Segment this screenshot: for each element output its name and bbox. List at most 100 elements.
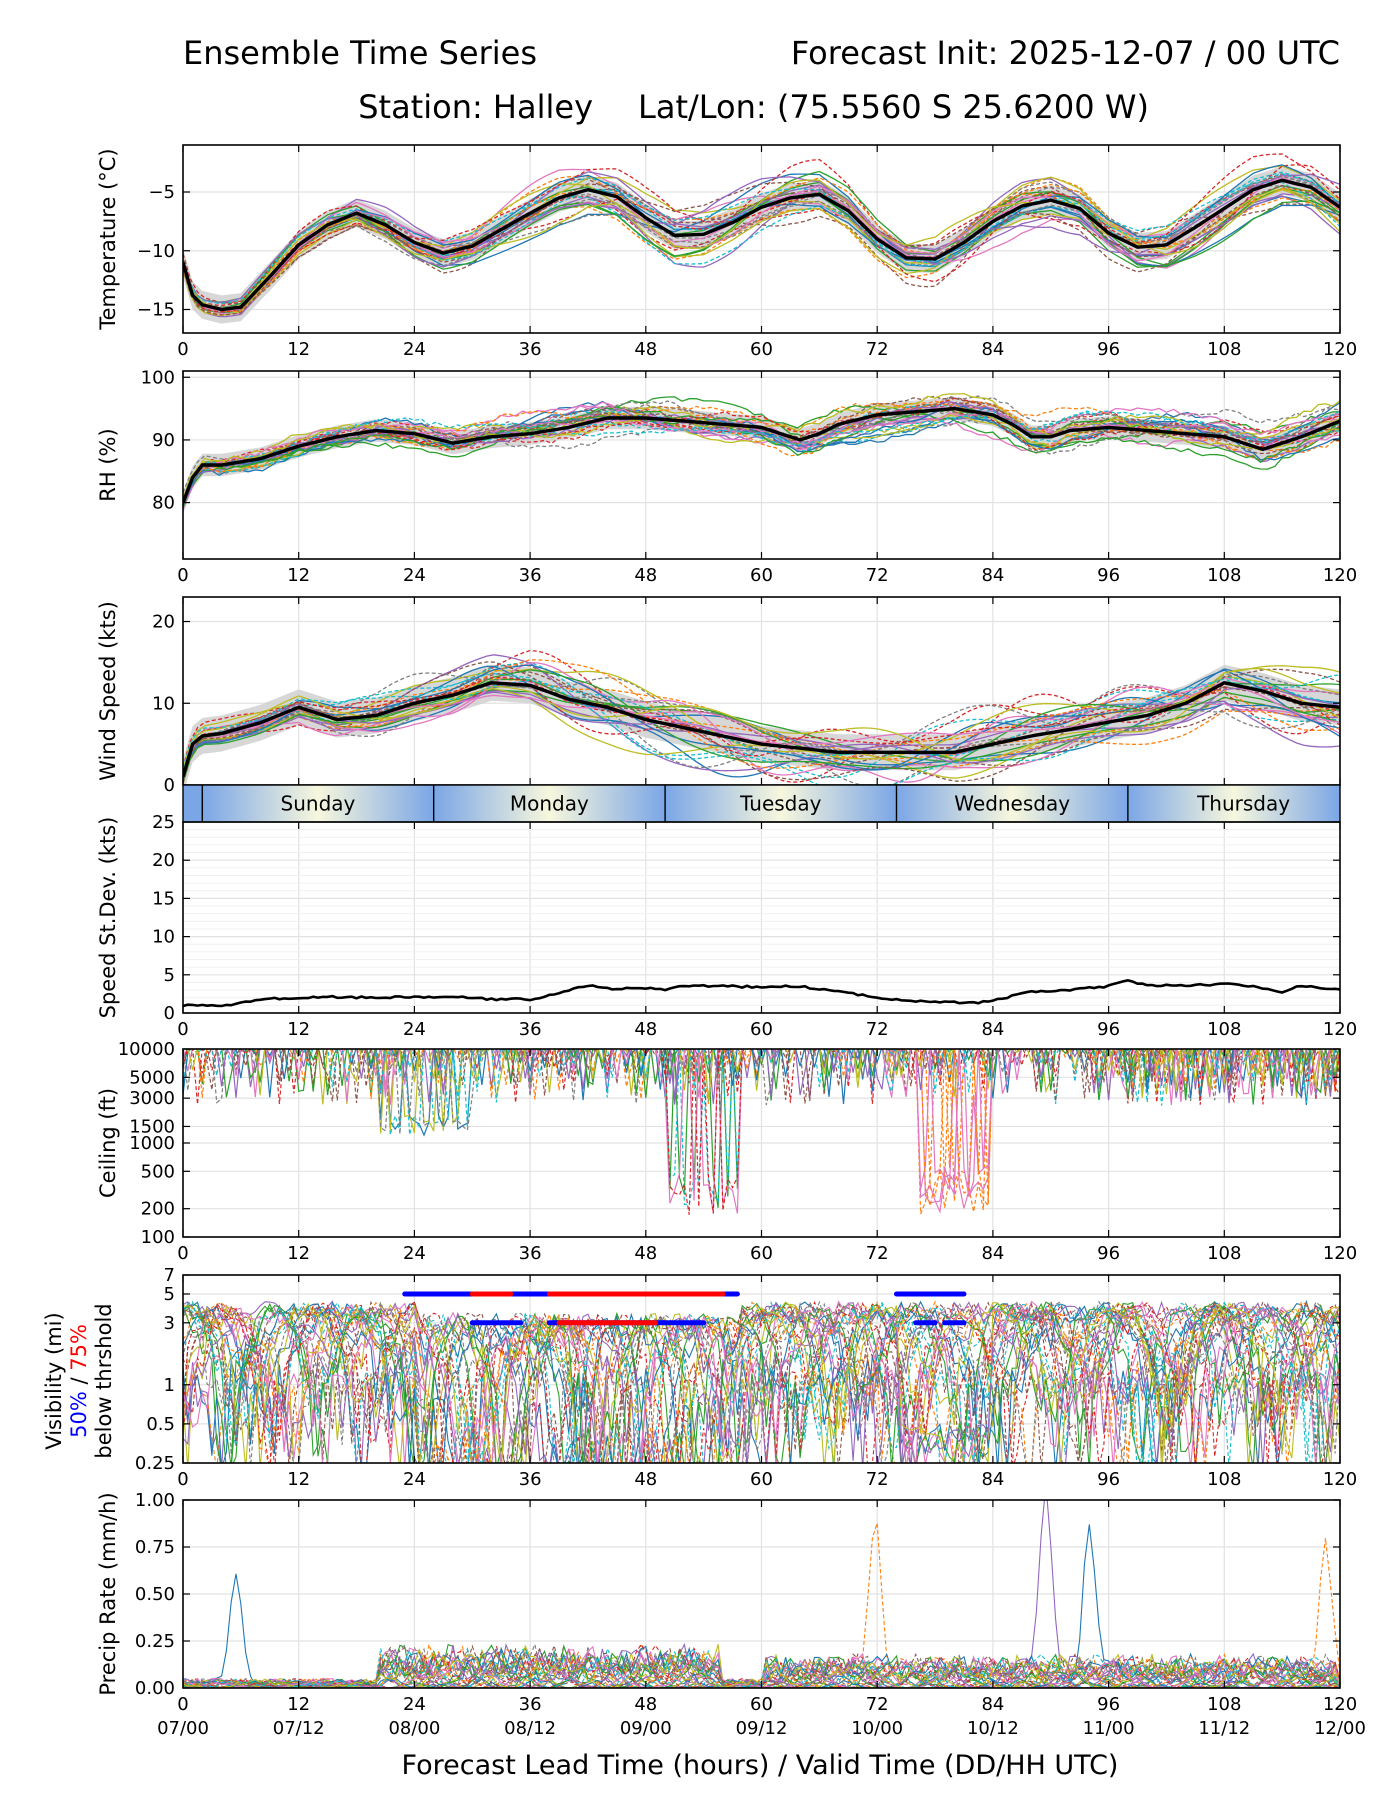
- ceiling-member-21: [279, 1049, 1307, 1101]
- ceiling-member-23: [294, 1049, 1340, 1099]
- visibility-member-23: [183, 1302, 1340, 1463]
- ceiling-xtick: 108: [1207, 1243, 1241, 1264]
- ceiling-member-30: [226, 1049, 1336, 1103]
- visibility-ytick: 5: [164, 1284, 175, 1305]
- precip-ytick: 1.00: [135, 1490, 175, 1511]
- precip-rate-panel: 0 12 24 36 48 60 72 84 96 108 120 0.00 0.25 0.50 0.75 1…: [96, 1490, 1366, 1739]
- visibility-xtick: 48: [634, 1469, 657, 1490]
- rh-xtick: 60: [750, 565, 773, 586]
- vis-pct50-label: 50%: [67, 1391, 91, 1438]
- wind-member-11: [183, 665, 1340, 781]
- speed_stdev-xtick: 60: [750, 1019, 773, 1040]
- temperature-ytick: −10: [137, 241, 175, 262]
- visibility-xtick: 0: [177, 1469, 188, 1490]
- speed_stdev-xtick: 108: [1207, 1019, 1241, 1040]
- rh-member-25: [183, 401, 1340, 504]
- temperature-ylabel: Temperature (°C): [96, 148, 120, 330]
- temperature-xtick: 12: [287, 339, 310, 360]
- valid-time-label: 11/00: [1083, 1718, 1135, 1739]
- title-right: Forecast Init: 2025-12-07 / 00 UTC: [791, 34, 1340, 72]
- day-segment-tuesday: [665, 785, 897, 822]
- visibility-member-7: [183, 1300, 1340, 1463]
- visibility-member-19: [183, 1301, 1340, 1463]
- temperature-member-6: [183, 178, 1340, 305]
- speed-stdev-panel: 0 12 24 36 48 60 72 84 96 108 120 0 5 10 15 20 25 Speed S…: [96, 812, 1357, 1040]
- day-segment-thursday: [1127, 785, 1340, 822]
- precip-ytick: 0.75: [135, 1537, 175, 1558]
- rh-member-4: [183, 403, 1340, 503]
- precip-xtick: 0: [177, 1694, 188, 1715]
- visibility-member-24: [183, 1300, 1340, 1463]
- ceiling-xtick: 36: [519, 1243, 542, 1264]
- station-latlon: Lat/Lon: (75.5560 S 25.6200 W): [638, 88, 1149, 126]
- speed_stdev-xtick: 0: [177, 1019, 188, 1040]
- temperature-xtick: 120: [1323, 339, 1357, 360]
- temperature-ensemble-mean: [183, 178, 1340, 312]
- visibility-member-25: [183, 1301, 1340, 1463]
- ceiling-xtick: 84: [981, 1243, 1004, 1264]
- ceiling-xtick: 12: [287, 1243, 310, 1264]
- ceiling-ytick: 200: [141, 1199, 175, 1220]
- day-segment-monday: [433, 785, 666, 822]
- speed_stdev-xtick: 36: [519, 1019, 542, 1040]
- temperature-xtick: 36: [519, 339, 542, 360]
- precip-ylabel: Precip Rate (mm/h): [96, 1492, 120, 1695]
- wind-member-14: [183, 683, 1340, 768]
- vis-ylabel-line1: Visibility (mi): [42, 1312, 66, 1449]
- rh-xtick: 0: [177, 565, 188, 586]
- speed_stdev-xtick: 12: [287, 1019, 310, 1040]
- temperature-panel: 0 12 24 36 48 60 72 84 96 108 120 −15 −10 −5 Temperatu…: [96, 144, 1357, 360]
- visibility-ytick: 0.5: [146, 1414, 175, 1435]
- visibility-member-9: [183, 1303, 1340, 1463]
- rh-ylabel: RH (%): [96, 428, 120, 501]
- ceiling-ytick: 10000: [118, 1039, 175, 1060]
- day-of-week-bar: Sunday Monday Tuesday Wednesday Thursday: [182, 784, 1341, 823]
- visibility-xtick: 72: [866, 1469, 889, 1490]
- visibility-xtick: 84: [981, 1469, 1004, 1490]
- wind-ylabel: Wind Speed (kts): [96, 601, 120, 781]
- valid-time-label: 09/00: [620, 1718, 672, 1739]
- visibility-member-21: [183, 1300, 1340, 1463]
- speed_stdev-xtick: 96: [1097, 1019, 1120, 1040]
- visibility-member-12: [183, 1304, 1340, 1463]
- temperature-member-13: [183, 181, 1340, 309]
- wind-ensemble-mean: [183, 681, 1340, 778]
- precip-ytick: 0.25: [135, 1631, 175, 1652]
- visibility-ytick: 1: [164, 1375, 175, 1396]
- day-label-monday: Monday: [510, 792, 589, 816]
- speed_stdev-xtick: 48: [634, 1019, 657, 1040]
- temperature-member-30: [183, 173, 1340, 305]
- wind-ytick: 20: [152, 612, 175, 633]
- rh-member-12: [183, 400, 1340, 501]
- day-label-tuesday: Tuesday: [739, 792, 822, 816]
- visibility-member-17: [183, 1300, 1340, 1463]
- temperature-xtick: 48: [634, 339, 657, 360]
- vis-ylabel-line3: below thrshold: [92, 1303, 116, 1458]
- day-segment-sunday: [202, 785, 434, 822]
- visibility-panel: 0 12 24 36 48 60 72 84 96 108 120 0.25 0.5 1 3 57: [135, 1265, 1357, 1490]
- speed_stdev-ytick: 25: [152, 812, 175, 833]
- ceiling-xtick: 60: [750, 1243, 773, 1264]
- speed_stdev-xtick: 72: [866, 1019, 889, 1040]
- rh-ytick: 100: [141, 367, 175, 388]
- visibility-xtick: 36: [519, 1469, 542, 1490]
- ceiling-member-1: [235, 1049, 1312, 1137]
- ceiling-ytick: 100: [141, 1227, 175, 1248]
- day-label-thursday: Thursday: [1196, 792, 1290, 816]
- valid-time-label: 09/12: [736, 1718, 788, 1739]
- temperature-xtick: 0: [177, 339, 188, 360]
- visibility-member-28: [183, 1300, 1340, 1463]
- wind-member-22: [183, 659, 1340, 776]
- precip-xtick: 60: [750, 1694, 773, 1715]
- valid-time-label: 08/12: [504, 1718, 556, 1739]
- temperature-xtick: 24: [403, 339, 426, 360]
- rh-xtick: 84: [981, 565, 1004, 586]
- wind-member-29: [183, 667, 1340, 772]
- precip-xtick: 108: [1207, 1694, 1241, 1715]
- precip-ytick: 0.00: [135, 1678, 175, 1699]
- ceiling-member-3: [197, 1049, 1326, 1208]
- vis-ylabel-line2: 50% / 75%: [67, 1324, 91, 1438]
- wind-member-7: [183, 676, 1340, 778]
- rh-member-24: [183, 409, 1340, 502]
- x-axis-label: Forecast Lead Time (hours) / Valid Time …: [402, 1750, 1119, 1781]
